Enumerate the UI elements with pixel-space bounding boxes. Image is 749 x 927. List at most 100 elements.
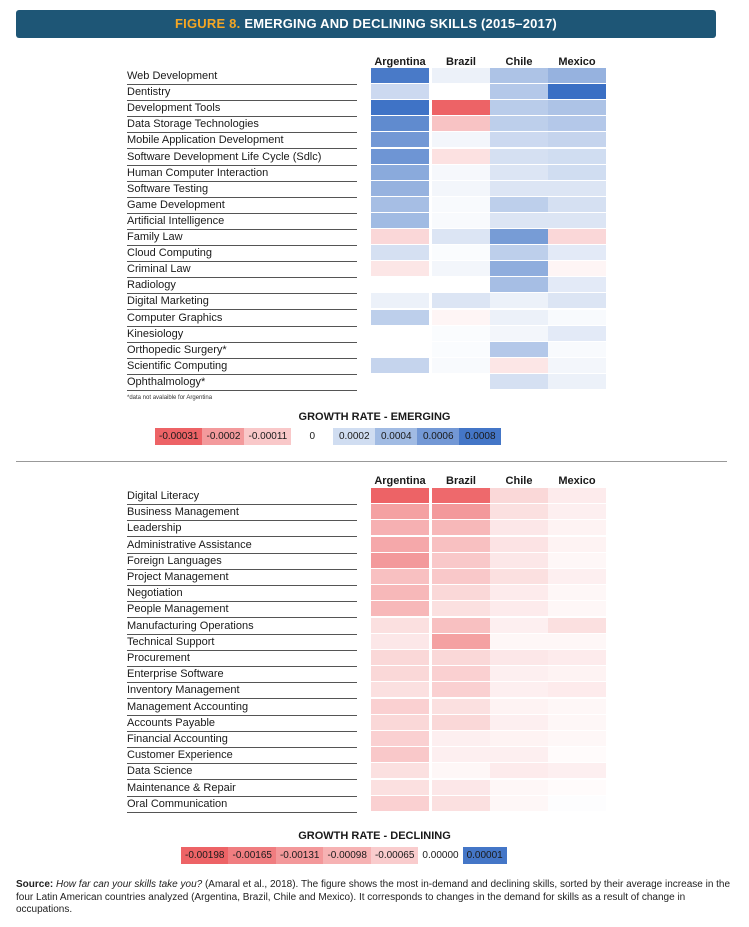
section-divider	[16, 461, 727, 462]
heatmap-cell	[490, 100, 548, 116]
heatmap-cell	[432, 261, 490, 277]
heatmap-cell	[548, 585, 606, 601]
heatmap-cell	[371, 357, 429, 373]
legend-swatch: -0.0002	[202, 428, 245, 445]
heatmap-cell	[548, 325, 606, 341]
heatmap-cell	[432, 650, 490, 665]
heatmap-cell	[371, 536, 429, 552]
heatmap-cell	[371, 373, 429, 389]
legend-swatch: -0.00198	[181, 847, 229, 864]
row-label: Family Law	[127, 230, 357, 246]
heatmap-cell	[432, 84, 490, 100]
heatmap-cell	[432, 585, 490, 601]
heatmap-cell	[548, 747, 606, 763]
row-label: Enterprise Software	[127, 667, 357, 684]
row-label: Web Development	[127, 69, 357, 85]
heatmap-cell	[548, 84, 606, 100]
heatmap-cell	[432, 132, 490, 148]
legend-swatch: 0.0004	[375, 428, 418, 445]
heatmap-cell	[548, 698, 606, 714]
row-label: Administrative Assistance	[127, 538, 357, 554]
heatmap-cell	[371, 650, 429, 665]
heatmap-cell	[371, 569, 429, 584]
heatmap-cell	[490, 552, 548, 568]
heatmap-cell	[548, 245, 606, 261]
heatmap-cell	[371, 68, 429, 83]
row-label: Foreign Languages	[127, 554, 357, 570]
heatmap-cell	[548, 132, 606, 148]
heatmap-cell	[432, 617, 490, 633]
heatmap-cell	[432, 373, 490, 389]
heatmap-cell	[371, 116, 429, 132]
heatmap-cell	[490, 229, 548, 244]
row-label: Manufacturing Operations	[127, 619, 357, 635]
source-note: Source: How far can your skills take you…	[16, 879, 732, 917]
row-label: Orthopedic Surgery*	[127, 343, 357, 359]
heatmap-cell	[548, 309, 606, 325]
heatmap-cell	[490, 68, 548, 83]
column-header-argentina: Argentina	[374, 56, 426, 68]
column-header-mexico: Mexico	[558, 56, 596, 68]
heatmap-cell	[548, 196, 606, 212]
heatmap-cell	[371, 212, 429, 228]
heatmap-cell	[371, 84, 429, 100]
heatmap-cell	[490, 504, 548, 520]
heatmap-cell	[432, 698, 490, 714]
heatmap-cell	[548, 601, 606, 617]
emerging-legend: -0.00031 -0.0002 -0.00011 0 0.0002 0.0004 0.00…	[155, 428, 502, 445]
heatmap-cell	[548, 164, 606, 180]
row-label: Software Testing	[127, 182, 357, 198]
heatmap-cell	[432, 309, 490, 325]
heatmap-cell	[548, 520, 606, 536]
heatmap-cell	[432, 100, 490, 116]
heatmap-cell	[371, 196, 429, 212]
heatmap-cell	[432, 164, 490, 180]
declining-legend: -0.00198 -0.00165 -0.00131 -0.00098 -0.00065…	[181, 847, 507, 864]
heatmap-cell	[371, 132, 429, 148]
row-label: Oral Communication	[127, 797, 357, 813]
heatmap-cell	[548, 682, 606, 698]
column-header-chile: Chile	[505, 56, 533, 68]
heatmap-cell	[548, 763, 606, 779]
row-label: Radiology	[127, 278, 357, 295]
heatmap-cell	[548, 650, 606, 665]
heatmap-cell	[432, 341, 490, 357]
heatmap-cell	[432, 504, 490, 520]
heatmap-cell	[432, 601, 490, 617]
heatmap-cell	[371, 633, 429, 649]
heatmap-cell	[432, 731, 490, 746]
row-label: Digital Marketing	[127, 294, 357, 311]
heatmap-cell	[371, 763, 429, 779]
heatmap-cell	[371, 552, 429, 568]
heatmap-cell	[490, 325, 548, 341]
footnote: *data not avalaible for Argentina	[127, 395, 213, 401]
heatmap-cell	[548, 552, 606, 568]
row-label: Financial Accounting	[127, 732, 357, 748]
heatmap-cell	[548, 100, 606, 116]
heatmap-cell	[432, 148, 490, 164]
figure-title: EMERGING AND DECLINING SKILLS (2015–2017…	[244, 16, 557, 31]
heatmap-cell	[548, 633, 606, 649]
row-label: Human Computer Interaction	[127, 166, 357, 182]
heatmap-cell	[371, 180, 429, 196]
heatmap-cell	[371, 164, 429, 180]
row-label: Data Storage Technologies	[127, 117, 357, 134]
row-label: Mobile Application Development	[127, 133, 357, 150]
legend-swatch: 0.00001	[462, 847, 507, 864]
row-label: Customer Experience	[127, 748, 357, 765]
heatmap-cell	[432, 795, 490, 811]
row-label: Digital Literacy	[127, 489, 357, 505]
source-text: (Amaral et al., 2018). The figure shows …	[16, 879, 731, 915]
row-label: Leadership	[127, 521, 357, 538]
row-label: Project Management	[127, 570, 357, 586]
row-label: People Management	[127, 602, 357, 619]
heatmap-cell	[490, 293, 548, 309]
row-label: Criminal Law	[127, 262, 357, 279]
heatmap-cell	[490, 714, 548, 730]
legend-swatch: 0.0008	[459, 428, 502, 445]
heatmap-cell	[490, 617, 548, 633]
heatmap-cell	[371, 779, 429, 795]
heatmap-cell	[548, 116, 606, 132]
heatmap-cell	[548, 714, 606, 730]
row-label: Inventory Management	[127, 683, 357, 700]
